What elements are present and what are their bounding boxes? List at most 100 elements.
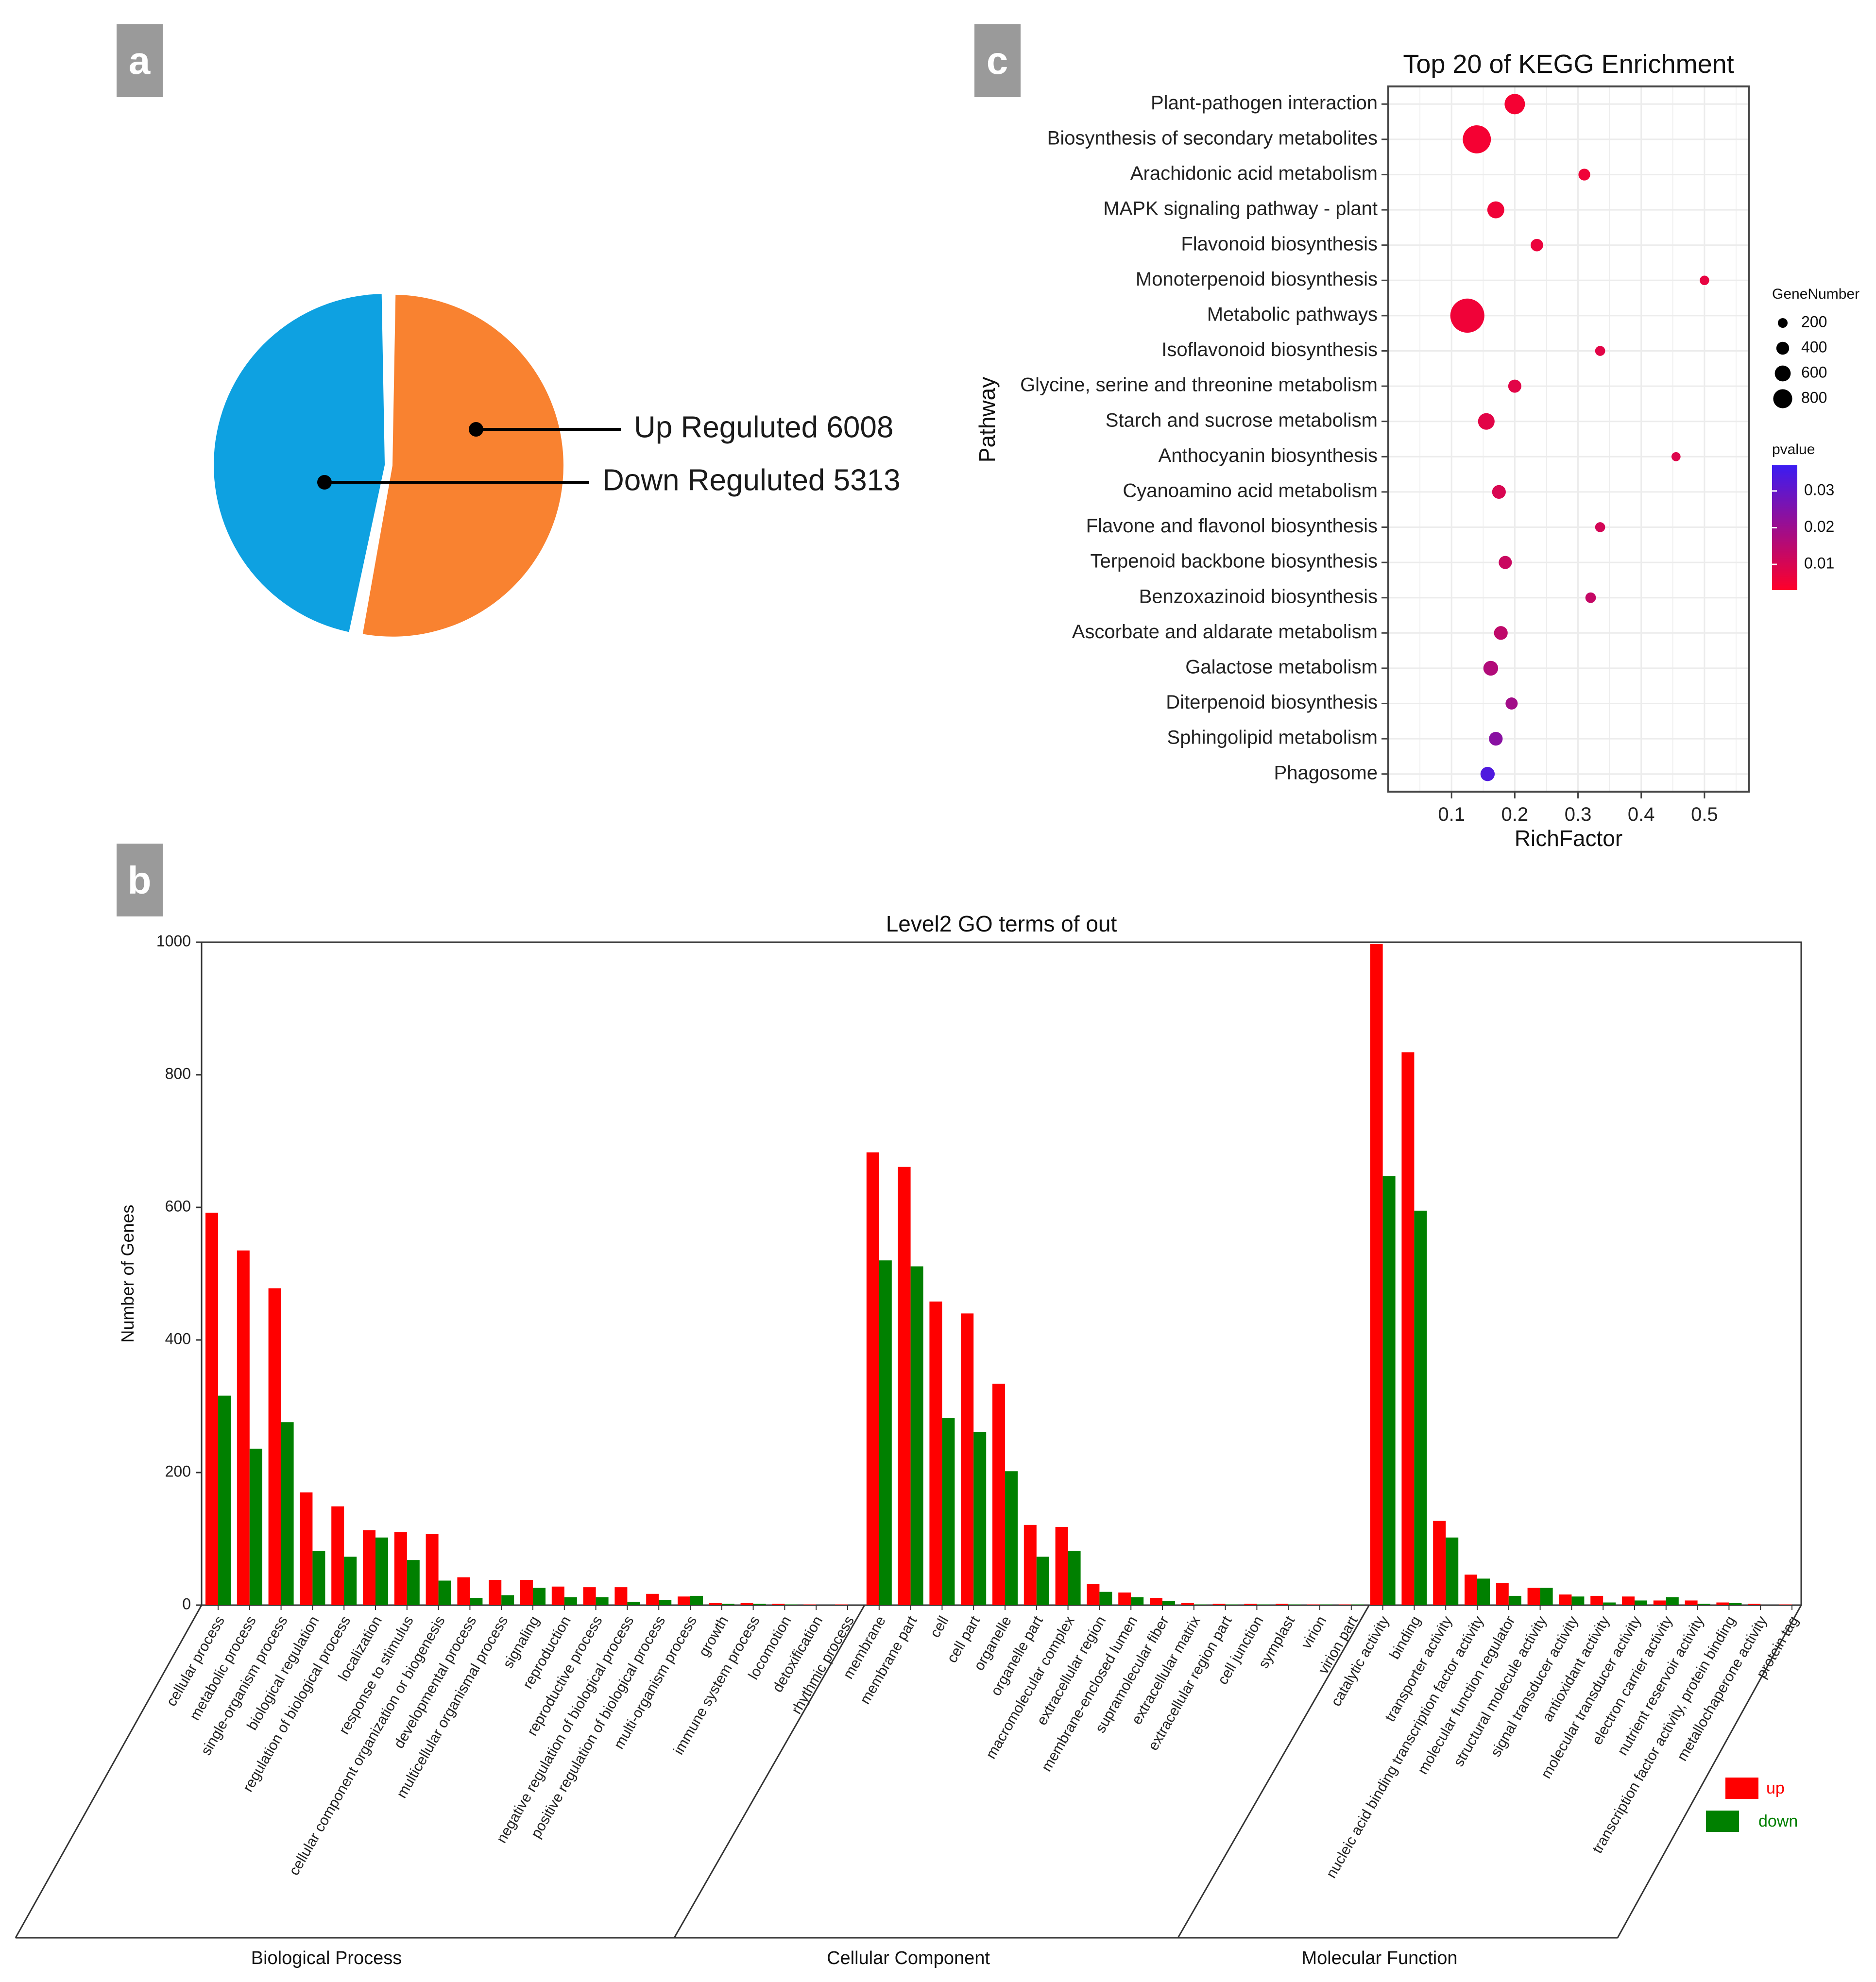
go-bar-down-signaling	[533, 1588, 546, 1605]
panel-a-tag: a	[117, 24, 163, 97]
go-bar-chart: Level2 GO terms of out 0 200 400 600 800 1000 N…	[15, 911, 1802, 1968]
go-bar-up-biological-regulation	[300, 1492, 313, 1605]
kegg-color-legend-title: pvalue	[1772, 441, 1815, 457]
kegg-pathway-label: Starch and sucrose metabolism	[1106, 409, 1378, 431]
go-bar-up-structural-molecule-activity	[1527, 1588, 1540, 1605]
go-bar-up-immune-system-process	[740, 1603, 753, 1605]
kegg-point-metabolic-pathways	[1450, 298, 1484, 333]
go-bar-up-organelle-part	[1023, 1525, 1037, 1605]
go-bar-up-extracellular-matrix	[1181, 1603, 1194, 1605]
go-ylabel: Number of Genes	[118, 1204, 137, 1342]
kegg-point-cyanoamino-acid-metabolism	[1492, 485, 1506, 499]
kegg-point-sphingolipid-metabolism	[1489, 731, 1503, 746]
go-bar-up-single-organism-process	[268, 1288, 281, 1605]
go-bar-up-metallochaperone-activity	[1748, 1604, 1761, 1605]
pie-chart: Up Reguluted 6008 Down Reguluted 5313	[214, 294, 901, 637]
go-bar-down-extracellular-region	[1099, 1592, 1112, 1605]
go-bar-down-catalytic-activity	[1382, 1176, 1396, 1605]
go-bar-down-response-to-stimulus	[407, 1560, 420, 1605]
go-bar-up-negative-regulation-of-biological-process	[614, 1587, 628, 1605]
go-bar-up-multi-organism-process	[678, 1596, 690, 1605]
go-bar-down-signal-transducer-activity	[1571, 1596, 1585, 1605]
kegg-xtick-label: 0.3	[1565, 804, 1592, 825]
kegg-pathway-label: Isoflavonoid biosynthesis	[1161, 339, 1378, 360]
go-bar-up-cell-junction	[1244, 1604, 1257, 1605]
kegg-point-mapk-signaling-pathway-plant	[1487, 201, 1504, 219]
kegg-size-legend-dot	[1776, 341, 1790, 355]
kegg-pathway-label: Galactose metabolism	[1185, 656, 1378, 678]
go-bar-up-membrane	[866, 1152, 879, 1605]
go-group-divider	[15, 1605, 203, 1938]
kegg-color-legend-label: 0.03	[1804, 481, 1834, 498]
go-bar-down-transporter-activity	[1446, 1537, 1459, 1605]
go-group-divider	[1617, 1605, 1802, 1938]
kegg-xtick-label: 0.1	[1438, 804, 1465, 825]
go-bar-down-immune-system-process	[753, 1604, 766, 1605]
go-bar-down-single-organism-process	[281, 1422, 294, 1605]
go-ytick-label: 200	[165, 1462, 191, 1480]
go-bar-up-membrane-part	[898, 1167, 911, 1605]
go-category-label: virion	[1298, 1613, 1330, 1652]
kegg-point-diterpenoid-biosynthesis	[1505, 697, 1518, 710]
go-bar-down-organelle-part	[1036, 1557, 1049, 1605]
kegg-point-biosynthesis-of-secondary-metabolites	[1463, 125, 1491, 153]
go-bar-down-structural-molecule-activity	[1540, 1588, 1553, 1605]
go-bar-up-molecular-transducer-activity	[1622, 1596, 1635, 1605]
go-bar-up-positive-regulation-of-biological-process	[646, 1593, 659, 1605]
go-bar-up-transporter-activity	[1433, 1521, 1446, 1605]
pie-label-down: Down Reguluted 5313	[602, 463, 901, 497]
go-bar-down-antioxidant-activity	[1603, 1602, 1616, 1605]
go-bar-up-cell-part	[961, 1313, 974, 1605]
go-bar-down-organelle	[1005, 1471, 1018, 1605]
go-bar-up-regulation-of-biological-process	[331, 1506, 344, 1605]
kegg-point-phagosome	[1480, 767, 1495, 781]
panel-c-letter: c	[987, 39, 1008, 82]
kegg-point-terpenoid-backbone-biosynthesis	[1499, 556, 1512, 569]
go-bar-down-multicellular-organismal-process	[501, 1595, 514, 1605]
go-bar-down-multi-organism-process	[690, 1595, 703, 1605]
kegg-xlabel: RichFactor	[1515, 826, 1622, 851]
kegg-point-anthocyanin-biosynthesis	[1671, 452, 1681, 461]
go-bar-down-regulation-of-biological-process	[344, 1557, 357, 1605]
go-bar-up-response-to-stimulus	[394, 1532, 407, 1605]
kegg-pathway-label: Anthocyanin biosynthesis	[1159, 445, 1378, 466]
go-group-label-biological-process: Biological Process	[251, 1948, 402, 1968]
kegg-point-galactose-metabolism	[1483, 661, 1499, 676]
kegg-point-starch-and-sucrose-metabolism	[1478, 413, 1495, 430]
kegg-pathway-label: Monoterpenoid biosynthesis	[1136, 269, 1378, 290]
kegg-pathway-label: Ascorbate and aldarate metabolism	[1072, 621, 1378, 643]
go-bar-up-metabolic-process	[237, 1250, 250, 1605]
kegg-point-flavone-and-flavonol-biosynthesis	[1595, 522, 1605, 532]
go-bar-down-developmental-process	[470, 1597, 483, 1605]
kegg-point-benzoxazinoid-biosynthesis	[1585, 592, 1596, 603]
kegg-pathway-label: MAPK signaling pathway - plant	[1103, 198, 1378, 220]
kegg-ylabel: Pathway	[974, 377, 1000, 462]
go-bar-down-cellular-process	[218, 1395, 231, 1605]
go-bar-up-reproduction	[551, 1586, 564, 1605]
kegg-size-legend-dot	[1774, 365, 1791, 382]
go-group-label-cellular-component: Cellular Component	[827, 1948, 990, 1968]
go-bar-up-extracellular-region-part	[1212, 1604, 1226, 1605]
go-title: Level2 GO terms of out	[886, 911, 1117, 936]
kegg-pathway-label: Flavonoid biosynthesis	[1181, 233, 1378, 254]
go-bar-down-macromolecular-complex	[1068, 1551, 1081, 1605]
go-legend-label-down: down	[1758, 1812, 1798, 1830]
kegg-color-legend-label: 0.02	[1804, 518, 1834, 535]
go-bar-up-membrane-enclosed-lumen	[1118, 1592, 1131, 1605]
go-bar-down-nutrient-reservoir-activity	[1697, 1604, 1710, 1605]
panel-c-tag: c	[974, 24, 1021, 97]
kegg-pathway-label: Terpenoid backbone biosynthesis	[1090, 551, 1378, 572]
go-bar-down-membrane	[879, 1260, 892, 1605]
panel-b-letter: b	[128, 859, 152, 902]
kegg-pathway-label: Benzoxazinoid biosynthesis	[1139, 586, 1378, 607]
go-bar-up-binding	[1401, 1052, 1415, 1605]
go-ytick-label: 600	[165, 1197, 191, 1215]
go-bar-down-cell-part	[973, 1432, 987, 1605]
go-ytick-label: 400	[165, 1330, 191, 1347]
go-bar-up-growth	[709, 1603, 722, 1605]
go-bar-down-supramolecular-fiber	[1162, 1601, 1175, 1605]
kegg-pathway-label: Arachidonic acid metabolism	[1130, 163, 1378, 184]
go-bar-down-reproductive-process	[596, 1597, 609, 1605]
go-legend-swatch-up	[1725, 1778, 1758, 1799]
